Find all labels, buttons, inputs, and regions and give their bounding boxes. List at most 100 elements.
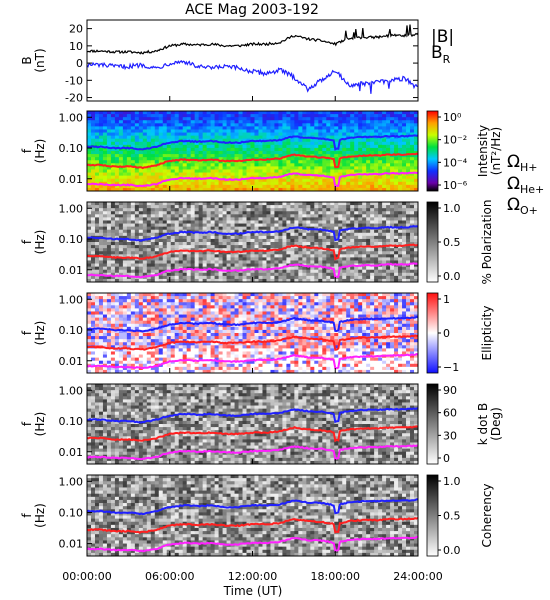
spectrogram-cell xyxy=(186,223,192,228)
spectrogram-cell xyxy=(250,208,255,212)
spectrogram-cell xyxy=(286,211,291,215)
spectrogram-cell xyxy=(198,175,204,180)
spectrogram-cell xyxy=(98,360,104,365)
spectrogram-cell xyxy=(234,147,239,152)
spectrogram-cell xyxy=(366,260,371,264)
spectrogram-cell xyxy=(326,223,331,228)
spectrogram-cell xyxy=(134,254,140,258)
spectrogram-cell xyxy=(134,181,140,186)
spectrogram-cell xyxy=(166,211,172,215)
spectrogram-cell xyxy=(278,217,283,221)
spectrogram-cell xyxy=(186,278,192,283)
spectrogram-cell xyxy=(98,339,104,343)
spectrogram-cell xyxy=(114,226,120,231)
spectrogram-cell xyxy=(406,138,411,143)
spectrogram-cell xyxy=(254,275,259,280)
spectrogram-cell xyxy=(114,157,120,161)
spectrogram-cell xyxy=(190,135,196,140)
spectrogram-cell xyxy=(126,226,132,231)
spectrogram-cell xyxy=(306,157,311,161)
spectrogram-cell xyxy=(146,369,152,374)
spectrogram-cell xyxy=(318,275,323,280)
spectrogram-cell xyxy=(318,138,323,143)
spectrogram-cell xyxy=(410,126,415,130)
spectrogram-cell xyxy=(254,263,259,268)
spectrogram-cell xyxy=(122,166,128,170)
spectrogram-cell xyxy=(306,217,311,221)
spectrogram-cell xyxy=(258,260,263,264)
spectrogram-cell xyxy=(242,226,247,231)
spectrogram-cell xyxy=(166,366,172,371)
spectrogram-cell xyxy=(254,181,259,186)
spectrogram-cell xyxy=(306,114,311,118)
spectrogram-cell xyxy=(414,178,419,183)
spectrogram-cell xyxy=(226,169,231,173)
spectrogram-cell xyxy=(282,257,287,261)
spectrogram-cell xyxy=(326,147,331,152)
spectrogram-cell xyxy=(338,272,343,277)
spectrogram-cell xyxy=(94,154,100,158)
spectrogram-cell xyxy=(150,141,156,146)
spectrogram-cell xyxy=(138,129,144,133)
spectrogram-cell xyxy=(87,336,92,340)
spectrogram-cell xyxy=(326,117,331,121)
spectrogram-cell xyxy=(142,333,148,337)
spectrogram-cell xyxy=(162,320,168,325)
spectrogram-cell xyxy=(126,363,132,368)
spectrogram-cell xyxy=(178,123,184,127)
spectrogram-cell xyxy=(206,120,212,124)
spectrogram-cell xyxy=(298,272,303,277)
spectrogram-cell xyxy=(114,135,120,140)
spectrogram-cell xyxy=(154,351,160,355)
spectrogram-cell xyxy=(182,163,188,167)
spectrogram-cell xyxy=(330,178,335,183)
spectrogram-cell xyxy=(146,275,152,280)
spectrogram-cell xyxy=(278,111,283,115)
spectrogram-cell xyxy=(410,187,415,192)
spectrogram-cell xyxy=(294,223,299,228)
spectrogram-cell xyxy=(334,169,339,173)
spectrogram-cell xyxy=(322,260,327,264)
spectrogram-cell xyxy=(402,278,407,283)
spectrogram-cell xyxy=(106,238,112,243)
spectrogram-cell xyxy=(362,220,367,224)
spectrogram-cell xyxy=(294,147,299,152)
spectrogram-cell xyxy=(210,160,216,164)
spectrogram-cell xyxy=(250,166,255,170)
spectrogram-cell xyxy=(286,129,291,133)
spectrogram-cell xyxy=(114,257,120,261)
spectrogram-cell xyxy=(362,202,367,206)
spectrogram-cell xyxy=(214,126,219,130)
spectrogram-cell xyxy=(142,154,148,158)
spectrogram-cell xyxy=(110,314,116,319)
spectrogram-cell xyxy=(142,117,148,121)
spectrogram-cell xyxy=(102,299,108,303)
spectrogram-cell xyxy=(326,202,331,206)
spectrogram-cell xyxy=(130,117,136,121)
spectrogram-cell xyxy=(174,151,180,155)
spectrogram-cell xyxy=(322,278,327,283)
spectrogram-cell xyxy=(266,141,271,146)
spectrogram-cell xyxy=(394,242,399,246)
spectrogram-cell xyxy=(94,226,100,231)
spectrogram-cell xyxy=(290,181,295,186)
spectrogram-cell xyxy=(238,266,243,271)
spectrogram-cell xyxy=(182,211,188,215)
spectrogram-cell xyxy=(214,205,219,209)
spectrogram-cell xyxy=(174,242,180,246)
spectrogram-cell xyxy=(230,126,235,130)
spectrogram-cell xyxy=(110,238,116,243)
spectrogram-cell xyxy=(330,217,335,221)
spectrogram-cell xyxy=(102,329,108,334)
spectrogram-cell xyxy=(94,111,100,115)
spectrogram-cell xyxy=(178,211,184,215)
spectrogram-cell xyxy=(110,169,116,173)
spectrogram-cell xyxy=(134,151,140,155)
spectrogram-cell xyxy=(390,229,395,234)
spectrogram-cell xyxy=(254,220,259,224)
spectrogram-cell xyxy=(378,278,383,283)
spectrogram-cell xyxy=(410,217,415,221)
spectrogram-cell xyxy=(154,211,160,215)
spectrogram-cell xyxy=(362,275,367,280)
spectrogram-cell xyxy=(314,235,319,240)
